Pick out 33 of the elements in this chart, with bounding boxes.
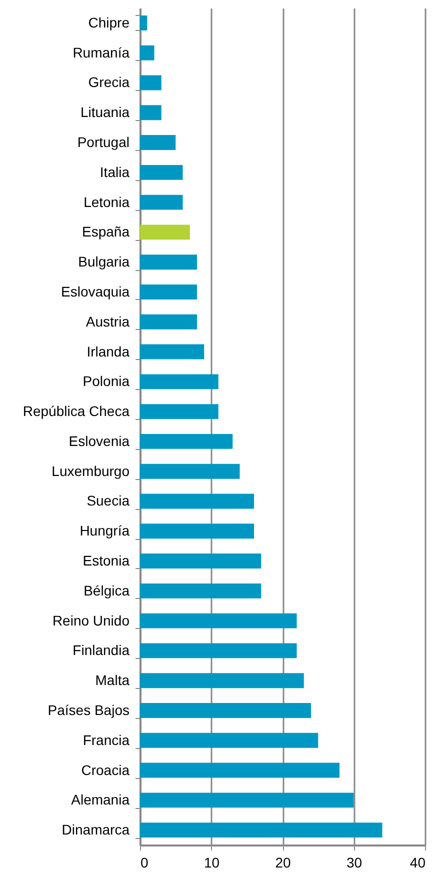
y-tick-label: Países Bajos — [48, 702, 130, 718]
y-tick-label: Lituania — [80, 104, 130, 120]
y-tick-label: Polonia — [82, 373, 130, 390]
y-tick-label: Austria — [86, 313, 130, 330]
x-tick-label: 20 — [275, 854, 291, 870]
y-tick-label: Estonia — [82, 552, 130, 569]
y-tick-label: Reino Unido — [52, 612, 130, 628]
y-tick-label: Dinamarca — [62, 822, 130, 838]
y-tick-label: Portugal — [77, 134, 130, 150]
x-tick-label: 40 — [410, 854, 426, 870]
y-tick-label: Malta — [95, 672, 130, 688]
y-tick-label: Eslovaquia — [61, 283, 130, 300]
x-tick-label: 0 — [140, 854, 148, 870]
y-tick-label: España — [82, 224, 130, 240]
y-tick-label: Hungría — [80, 522, 130, 539]
y-tick-label: Suecia — [86, 492, 130, 509]
y-tick-label: Irlanda — [86, 343, 130, 360]
y-tick-label: República Checa — [22, 403, 130, 420]
x-tick-label: 10 — [204, 854, 220, 870]
y-tick-label: Bulgaria — [78, 254, 130, 270]
y-tick-label: Italia — [100, 164, 130, 180]
y-tick-label: Alemania — [71, 792, 130, 808]
y-tick-label: Letonia — [84, 194, 130, 210]
y-tick-label: Croacia — [81, 762, 130, 778]
y-tick-label: Rumanía — [72, 44, 130, 60]
y-tick-label: Bélgica — [84, 582, 130, 598]
y-tick-label: Grecia — [88, 74, 130, 90]
x-tick-label: 30 — [346, 854, 362, 870]
y-tick-label: Eslovenia — [68, 432, 130, 449]
y-tick-label: Luxemburgo — [52, 462, 130, 479]
y-tick-label: Chipre — [88, 14, 130, 30]
y-tick-label: Finlandia — [72, 642, 130, 658]
y-tick-label: Francia — [82, 732, 130, 748]
